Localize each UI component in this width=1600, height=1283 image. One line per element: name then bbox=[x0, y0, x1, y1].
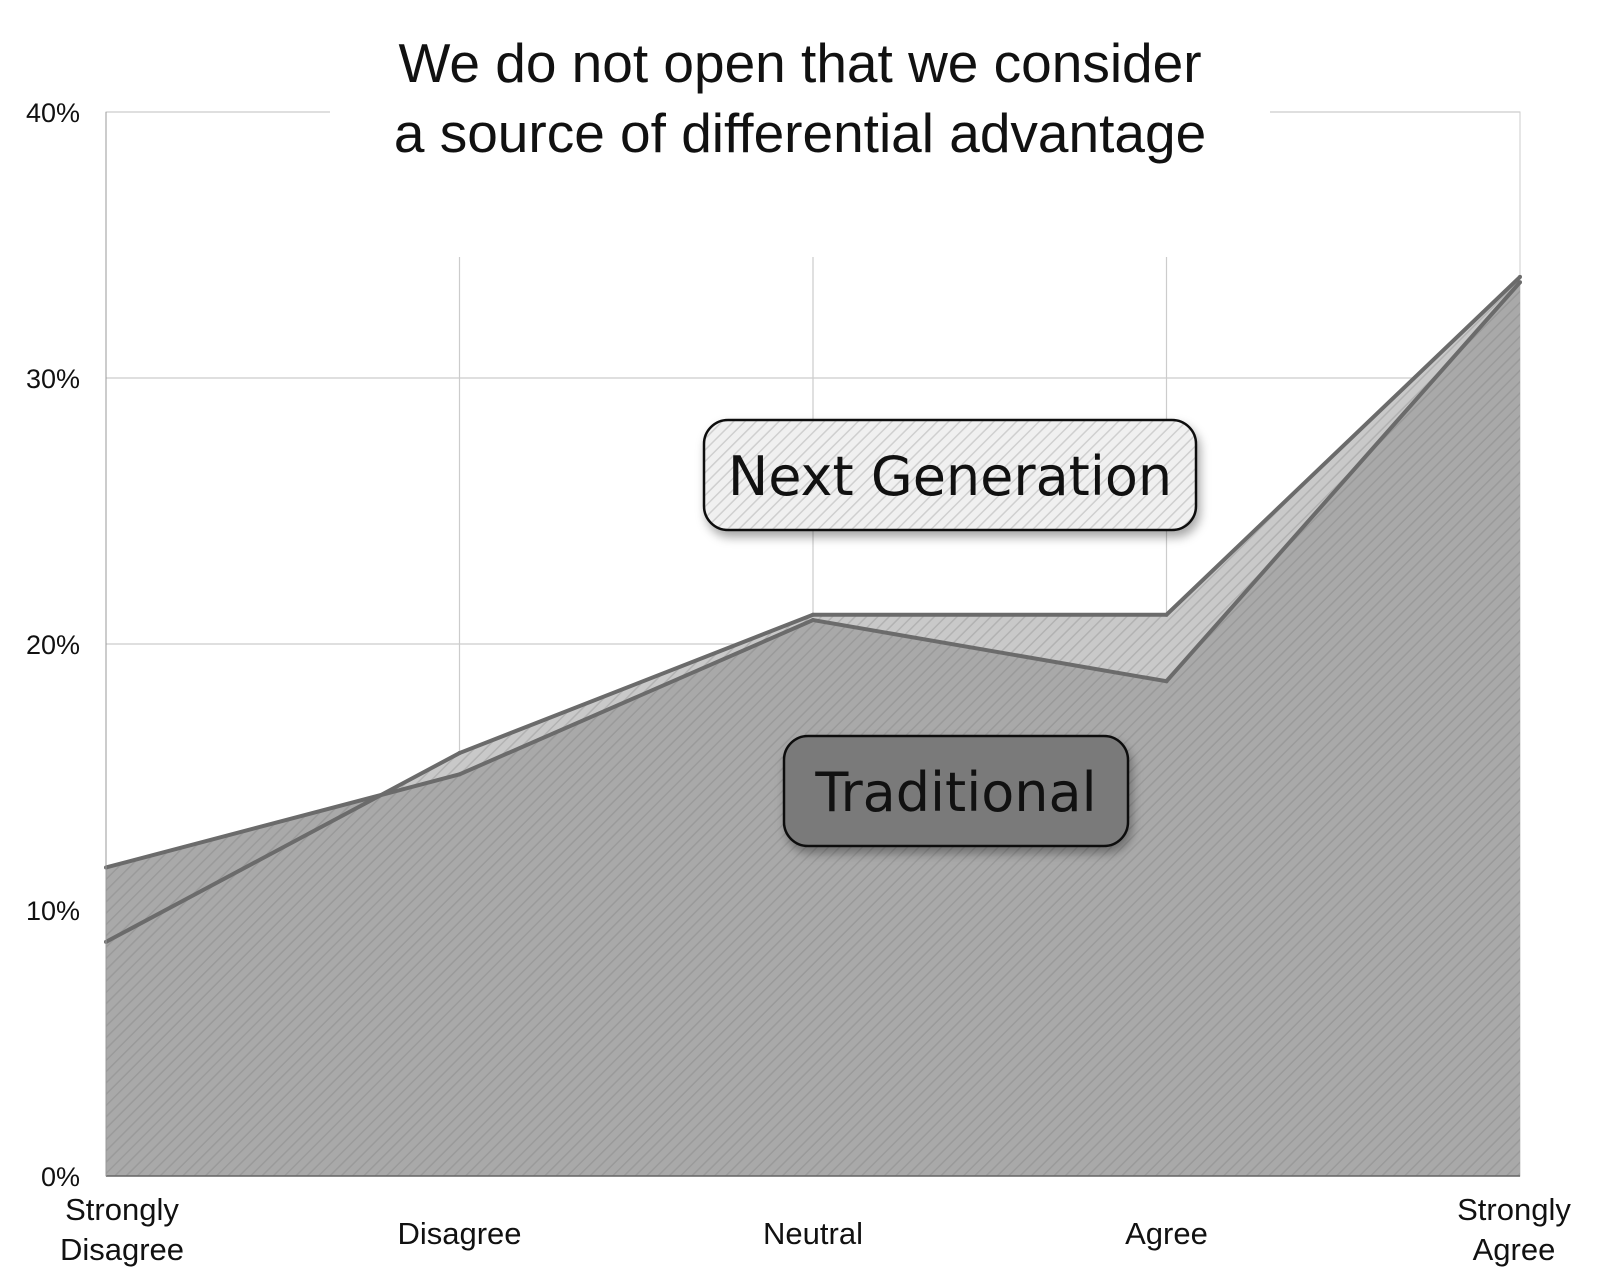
y-tick-label: 30% bbox=[26, 364, 80, 394]
point-next-generation bbox=[457, 751, 462, 756]
x-tick-label: Strongly bbox=[65, 1192, 179, 1227]
y-tick-label: 10% bbox=[26, 896, 80, 926]
legend-next-generation: Next Generation bbox=[702, 418, 1198, 532]
area-overlap bbox=[106, 276, 1520, 1176]
x-tick-label: Disagree bbox=[397, 1216, 521, 1251]
point-traditional bbox=[457, 772, 462, 777]
x-tick-label: Neutral bbox=[763, 1216, 863, 1251]
x-tick-label: Agree bbox=[1473, 1232, 1556, 1267]
axes: 0% 10% 20% 30% 40% Strongly Disagree Disagree Ne… bbox=[26, 98, 1571, 1267]
point-traditional bbox=[1164, 679, 1169, 684]
point-next-generation bbox=[1164, 612, 1169, 617]
x-tick-label: Disagree bbox=[60, 1232, 184, 1267]
y-tick-label: 0% bbox=[41, 1162, 80, 1192]
chart-title: We do not open that we consider a source… bbox=[330, 28, 1270, 178]
point-next-generation bbox=[811, 612, 815, 617]
legend-traditional: Traditional bbox=[782, 734, 1130, 848]
y-tick-label: 20% bbox=[26, 630, 80, 660]
point-traditional bbox=[1518, 280, 1522, 285]
x-tick-label: Agree bbox=[1125, 1216, 1208, 1251]
legend-next-generation-label: Next Generation bbox=[728, 445, 1172, 508]
chart-title-line-1: We do not open that we consider bbox=[398, 32, 1201, 94]
x-tick-label: Strongly bbox=[1457, 1192, 1571, 1227]
chart-title-line-2: a source of differential advantage bbox=[394, 102, 1206, 164]
plot-area bbox=[104, 274, 1522, 1176]
y-tick-label: 40% bbox=[26, 98, 80, 128]
legend-traditional-label: Traditional bbox=[814, 761, 1096, 824]
point-traditional bbox=[811, 618, 815, 623]
point-next-generation bbox=[1518, 274, 1522, 279]
